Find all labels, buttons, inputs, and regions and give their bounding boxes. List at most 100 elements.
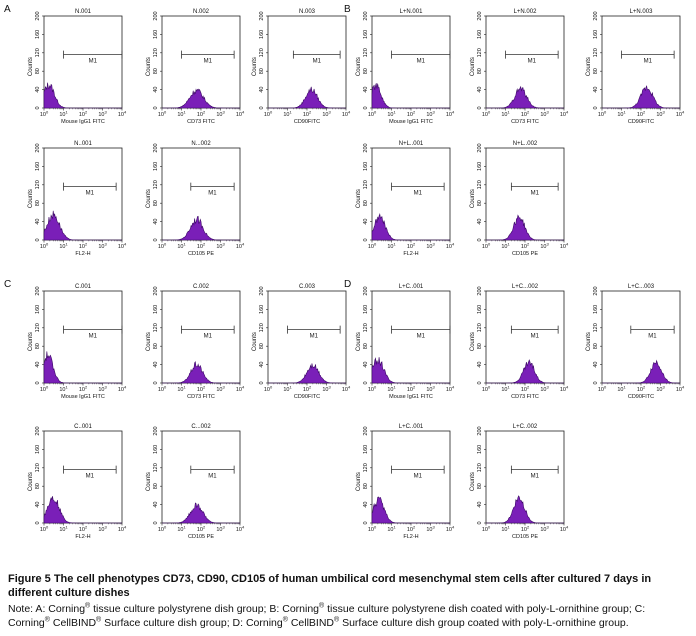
x-tick-label: 102 bbox=[407, 385, 416, 394]
x-tick-label: 100 bbox=[264, 110, 273, 119]
x-tick-label: 101 bbox=[177, 385, 186, 394]
y-tick-label: 80 bbox=[363, 200, 369, 206]
y-tick-label: 200 bbox=[477, 426, 483, 435]
chart-title: C.002 bbox=[193, 284, 210, 290]
panel-letter-d: D bbox=[344, 279, 351, 290]
x-tick-label: 100 bbox=[482, 110, 491, 119]
x-tick-label: 102 bbox=[521, 525, 530, 534]
x-tick-label: 104 bbox=[560, 525, 569, 534]
y-tick-label: 0 bbox=[35, 106, 41, 109]
x-tick-label: 103 bbox=[216, 242, 225, 251]
x-tick-exponent: 3 bbox=[662, 110, 665, 115]
y-tick-label: 0 bbox=[153, 106, 159, 109]
y-tick-label: 120 bbox=[363, 463, 369, 472]
y-tick-label: 40 bbox=[153, 502, 159, 508]
y-tick-label: 0 bbox=[363, 521, 369, 524]
histogram-area bbox=[486, 214, 564, 241]
gate-label: M1 bbox=[86, 191, 95, 197]
gate-label: M1 bbox=[208, 191, 217, 197]
x-tick-label: 102 bbox=[407, 242, 416, 251]
histogram-area bbox=[162, 215, 240, 241]
x-tick-label: 104 bbox=[446, 385, 455, 394]
caption-note: Note: A: Corning® tissue culture polysty… bbox=[8, 602, 690, 630]
x-axis-label: FL2-H bbox=[75, 251, 90, 257]
x-tick-exponent: 1 bbox=[65, 385, 68, 390]
y-tick-label: 200 bbox=[593, 286, 599, 295]
x-tick-label: 103 bbox=[426, 385, 435, 394]
x-tick-exponent: 3 bbox=[432, 242, 435, 247]
x-tick-exponent: 1 bbox=[623, 385, 626, 390]
x-tick-label: 103 bbox=[322, 385, 331, 394]
x-tick-exponent: 2 bbox=[203, 110, 206, 115]
y-tick-label: 120 bbox=[259, 323, 265, 332]
x-axis-label: CD73 FITC bbox=[511, 119, 539, 125]
gate-label: M1 bbox=[86, 474, 95, 480]
histogram-area bbox=[43, 496, 122, 524]
y-tick-label: 80 bbox=[477, 343, 483, 349]
y-tick-label: 40 bbox=[363, 219, 369, 225]
y-tick-label: 40 bbox=[477, 362, 483, 368]
x-tick-label: 103 bbox=[98, 385, 107, 394]
chart-title: C...002 bbox=[191, 424, 211, 430]
x-axis-label: CD105 PE bbox=[188, 251, 214, 257]
y-tick-label: 160 bbox=[593, 30, 599, 39]
x-tick-label: 102 bbox=[637, 385, 646, 394]
chart-title: N.003 bbox=[299, 9, 316, 15]
figure-caption: Figure 5 The cell phenotypes CD73, CD90,… bbox=[8, 572, 690, 630]
chart-title: C..001 bbox=[74, 424, 92, 430]
chart-title: L+C..001 bbox=[399, 424, 424, 430]
x-tick-exponent: 1 bbox=[507, 110, 510, 115]
y-tick-label: 120 bbox=[363, 180, 369, 189]
x-tick-exponent: 4 bbox=[124, 385, 127, 390]
x-tick-exponent: 1 bbox=[393, 525, 396, 530]
x-axis-label: CD90FITC bbox=[628, 394, 654, 400]
x-tick-label: 104 bbox=[560, 385, 569, 394]
x-tick-label: 103 bbox=[540, 110, 549, 119]
x-tick-exponent: 4 bbox=[682, 110, 685, 115]
y-axis-label: Counts bbox=[586, 57, 592, 76]
gate-label: M1 bbox=[531, 474, 540, 480]
chart-title: N..001 bbox=[74, 141, 92, 147]
x-tick-exponent: 2 bbox=[85, 385, 88, 390]
x-tick-exponent: 3 bbox=[432, 525, 435, 530]
registered-mark: ® bbox=[319, 602, 325, 610]
registered-mark: ® bbox=[334, 616, 340, 624]
caption-note-e: CellBIND bbox=[287, 617, 334, 629]
x-tick-exponent: 3 bbox=[432, 385, 435, 390]
y-tick-label: 160 bbox=[35, 445, 41, 454]
y-tick-label: 40 bbox=[259, 362, 265, 368]
x-tick-label: 102 bbox=[637, 110, 646, 119]
y-tick-label: 80 bbox=[363, 483, 369, 489]
x-tick-label: 102 bbox=[197, 525, 206, 534]
x-axis-label: Mouse IgG1 FITC bbox=[61, 394, 105, 400]
caption-note-f: Surface culture dish group coated with p… bbox=[339, 617, 629, 629]
x-tick-exponent: 0 bbox=[488, 525, 491, 530]
chart-title: C.001 bbox=[75, 284, 92, 290]
x-tick-exponent: 1 bbox=[289, 110, 292, 115]
y-tick-label: 0 bbox=[363, 106, 369, 109]
x-tick-exponent: 0 bbox=[46, 525, 49, 530]
y-tick-label: 80 bbox=[477, 200, 483, 206]
y-tick-label: 80 bbox=[35, 200, 41, 206]
x-tick-label: 101 bbox=[387, 242, 396, 251]
y-tick-label: 0 bbox=[153, 381, 159, 384]
y-tick-label: 120 bbox=[35, 323, 41, 332]
x-tick-label: 103 bbox=[656, 385, 665, 394]
y-tick-label: 160 bbox=[363, 305, 369, 314]
x-tick-label: 102 bbox=[197, 242, 206, 251]
x-tick-exponent: 4 bbox=[242, 242, 245, 247]
x-tick-exponent: 1 bbox=[65, 110, 68, 115]
x-tick-exponent: 4 bbox=[682, 385, 685, 390]
x-tick-exponent: 4 bbox=[242, 385, 245, 390]
x-tick-label: 101 bbox=[177, 110, 186, 119]
x-tick-exponent: 2 bbox=[643, 110, 646, 115]
y-tick-label: 160 bbox=[259, 30, 265, 39]
x-axis-label: CD73 FITC bbox=[511, 394, 539, 400]
y-tick-label: 0 bbox=[35, 238, 41, 241]
x-tick-exponent: 1 bbox=[507, 525, 510, 530]
x-tick-exponent: 2 bbox=[527, 242, 530, 247]
y-tick-label: 120 bbox=[259, 48, 265, 57]
